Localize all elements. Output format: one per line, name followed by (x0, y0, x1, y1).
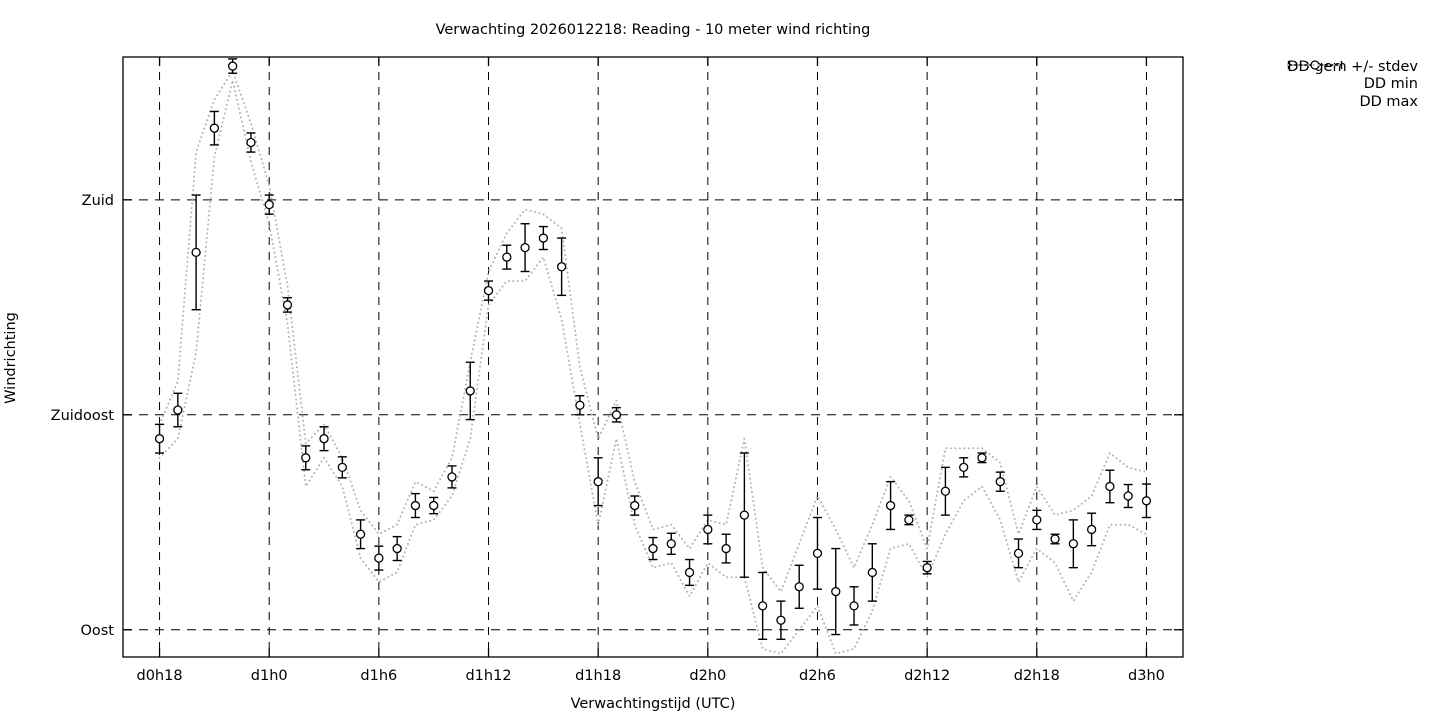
data-point-marker (940, 486, 951, 496)
data-point-marker (374, 553, 384, 563)
data-point-marker (666, 539, 676, 549)
data-point-marker (593, 477, 603, 487)
legend-row-min: DD min (1287, 64, 1426, 94)
min-max-envelope-layer (158, 69, 1148, 655)
data-point-marker (977, 453, 987, 463)
data-point-marker (429, 500, 439, 511)
data-point-marker (1050, 534, 1060, 544)
y-tick-label: Zuidoost (51, 408, 115, 424)
dotted-line-sample-icon (1287, 64, 1344, 66)
x-tick-label: d1h6 (360, 668, 397, 684)
legend-label-max: DD max (1359, 93, 1418, 110)
data-point-marker (904, 515, 914, 525)
plot-border (122, 56, 1184, 658)
x-tick-label: d1h12 (465, 668, 511, 684)
x-tick-label: d3h0 (1128, 668, 1165, 684)
grid-layer (123, 57, 1183, 657)
x-tick-label: d1h0 (251, 668, 288, 684)
x-tick-label: d0h18 (137, 668, 183, 684)
data-point-marker (1068, 539, 1078, 549)
data-point-marker (301, 453, 311, 463)
data-point-marker (191, 247, 201, 258)
data-point-marker (556, 262, 567, 272)
data-point-marker (995, 477, 1005, 487)
data-point-marker (282, 300, 293, 310)
data-point-marker (575, 400, 585, 410)
data-point-marker (794, 582, 804, 592)
data-point-marker (319, 434, 329, 444)
axis-layer: d0h18 d1h0 d1h6 d1h12 d1h18 d2h0 d2h6 d2h12 d2h1… (51, 56, 1184, 684)
data-point-marker (611, 410, 622, 420)
data-point-marker (1123, 491, 1133, 501)
data-point-marker (885, 500, 896, 511)
data-point-marker (867, 567, 877, 578)
data-point-marker (831, 586, 841, 597)
data-point-marker (447, 472, 457, 482)
data-point-marker (173, 405, 183, 415)
data-point-marker (1032, 515, 1042, 525)
x-tick-label: d2h6 (799, 668, 836, 684)
mean-series-layer (154, 58, 1152, 641)
legend-label-mean: DD gem +/- stdev (1287, 58, 1418, 75)
data-point-marker (502, 252, 512, 262)
data-point-marker (1086, 524, 1097, 535)
x-tick-label: d2h0 (689, 668, 726, 684)
data-point-marker (520, 242, 530, 253)
data-point-marker (1013, 548, 1024, 558)
data-point-marker (209, 123, 220, 133)
legend: DD gem +/- stdev DD min DD max (1287, 58, 1426, 111)
data-point-marker (1141, 496, 1152, 506)
data-point-marker (154, 434, 165, 444)
x-axis-title: Verwachtingstijd (UTC) (570, 696, 736, 712)
y-tick-label: Oost (80, 623, 114, 639)
legend-label-min: DD min (1363, 76, 1418, 93)
chart-title: Verwachting 2026012218: Reading - 10 met… (435, 22, 871, 38)
data-point-marker (812, 548, 823, 558)
dd-min-line (158, 79, 1148, 655)
dd-max-line (158, 69, 1148, 593)
data-point-marker (355, 529, 366, 539)
data-point-marker (228, 61, 238, 71)
data-point-marker (264, 199, 274, 210)
data-point-marker (739, 510, 750, 520)
data-point-marker (1105, 481, 1115, 492)
legend-row-max: DD max (1287, 64, 1426, 111)
data-point-marker (246, 137, 256, 148)
x-tick-label: d1h18 (575, 668, 621, 684)
data-point-marker (703, 524, 713, 535)
data-point-marker (465, 386, 475, 396)
data-point-marker (392, 543, 402, 554)
y-tick-label: Zuid (82, 193, 114, 209)
data-point-marker (337, 462, 347, 473)
x-tick-label: d2h18 (1014, 668, 1060, 684)
data-point-marker (776, 615, 786, 625)
data-point-marker (684, 567, 695, 578)
data-point-marker (959, 462, 969, 473)
data-point-marker (483, 285, 494, 296)
data-point-marker (849, 601, 859, 611)
data-point-marker (538, 233, 548, 243)
data-point-marker (721, 543, 731, 554)
data-point-marker (410, 500, 421, 511)
data-point-marker (630, 500, 640, 511)
data-point-marker (922, 563, 932, 573)
x-tick-label: d2h12 (904, 668, 950, 684)
data-point-marker (648, 543, 658, 554)
data-point-marker (758, 601, 768, 611)
